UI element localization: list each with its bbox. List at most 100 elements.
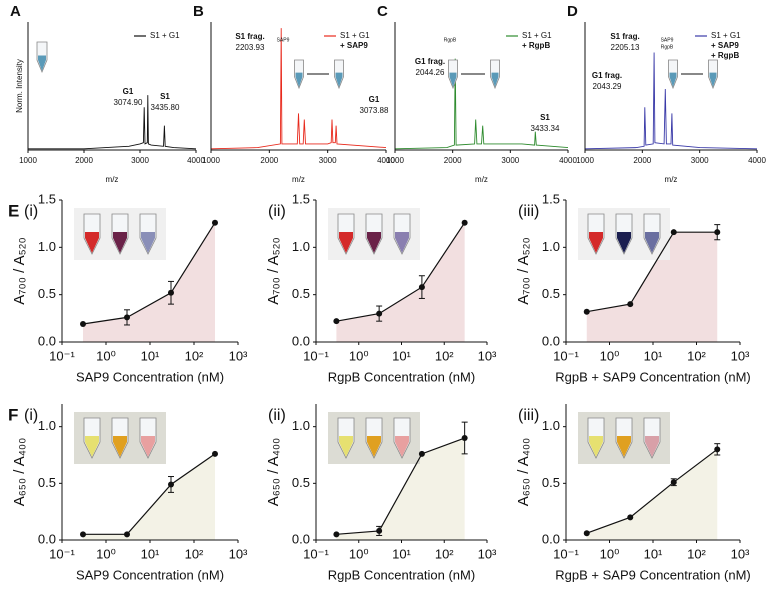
x-tick-label: 4000 [377,156,395,165]
x-tick-label: 3000 [691,156,709,165]
panel-label: C [377,3,388,20]
legend-label: S1 + G1 [150,31,180,40]
y-tick-label: 1.0 [38,418,56,433]
tube-liquid [295,72,303,87]
x-tick-label: 2000 [75,156,93,165]
point [461,219,468,226]
annotation-label: S1 frag. [235,32,264,41]
x-tick-label: 4000 [187,156,205,165]
x-tick-label: 10¹ [644,348,663,363]
x-tick-label: 1000 [386,156,404,165]
x-axis-label: SAP9 Concentration (nM) [76,369,224,384]
x-tick-label: 10³ [478,546,497,561]
x-tick-label: 10³ [229,546,248,561]
subpanel-label: (iii) [518,203,539,220]
x-tick-label: 1000 [19,156,37,165]
point [333,531,340,538]
spectrum-line [28,95,197,150]
x-axis-label: RgpB + SAP9 Concentration (nM) [555,369,750,384]
annotation-value: 3433.34 [531,124,560,133]
x-tick-label: 2000 [633,156,651,165]
subpanel-label: (i) [24,203,38,220]
x-tick-label: 1000 [202,156,220,165]
legend-label: S1 + G1 [522,31,552,40]
point [418,284,425,291]
x-tick-label: 10⁻¹ [303,546,329,561]
x-tick-label: 10³ [731,348,750,363]
point [583,308,590,315]
tube-liquid [367,436,381,457]
x-tick-label: 10⁻¹ [49,546,75,561]
tube-liquid [395,436,409,457]
x-tick-label: 10³ [229,348,248,363]
annotation-label: G1 [123,87,134,96]
point [167,481,174,488]
x-tick-label: 2000 [444,156,462,165]
x-tick-label: 4000 [559,156,577,165]
x-tick-label: 10⁻¹ [553,348,579,363]
line [336,437,465,535]
tube-liquid [645,436,659,457]
tube-liquid [141,232,155,253]
annotation-label: G1 [369,95,380,104]
x-tick-label: 2000 [260,156,278,165]
x-tick-label: 10⁰ [349,348,369,363]
y-tick-label: 1.0 [292,239,310,254]
line [586,231,718,313]
x-tick-label: 10¹ [392,348,411,363]
y-axis-label: A₇₀₀ / A₅₂₀ [265,237,282,304]
y-tick-label: 0.0 [542,531,560,546]
point [714,229,721,236]
point [583,530,590,537]
x-tick-label: 10¹ [141,348,160,363]
panel-label: A [10,3,21,20]
x-tick-label: 4000 [748,156,766,165]
x-tick-label: 10³ [731,546,750,561]
x-axis-label: SAP9 Concentration (nM) [76,567,224,582]
axes [315,404,487,541]
tube-liquid [85,232,99,253]
point [418,450,425,457]
tube-liquid [589,232,603,253]
y-tick-label: 0.5 [542,475,560,490]
point [79,531,86,538]
tube-liquid [449,72,457,87]
y-tick-label: 0.5 [542,286,560,301]
point [627,301,634,308]
annotation-value: 3074.90 [114,98,143,107]
axes [315,200,487,343]
tube-liquid [335,72,343,87]
x-axis-label: m/z [292,175,305,184]
y-tick-label: 1.5 [292,191,310,206]
point [211,450,218,457]
point [670,479,677,486]
y-axis-label: A₆₅₀ / A₄₀₀ [265,438,282,507]
y-tick-label: 1.0 [542,239,560,254]
y-tick-label: 1.0 [542,418,560,433]
panel-label: D [567,3,578,20]
tube-liquid [113,232,127,253]
annotation-label: G1 frag. [592,71,622,80]
point [670,229,677,236]
legend-label: S1 + G1 [340,31,370,40]
x-tick-label: 10⁰ [349,546,369,561]
x-tick-label: 10¹ [644,546,663,561]
point [123,314,130,321]
tube-liquid [491,72,499,87]
point [714,446,721,453]
point [376,527,383,534]
y-tick-label: 0.0 [38,531,56,546]
y-tick-label: 0.0 [38,333,56,348]
tube-liquid [395,232,409,253]
legend-label: + RgpB [522,41,550,50]
area [586,449,718,540]
x-axis-label: m/z [106,175,119,184]
y-tick-label: 0.0 [292,333,310,348]
spectrum-line [210,28,387,150]
tube-liquid [38,55,46,71]
axes [565,200,740,343]
x-tick-label: 3000 [501,156,519,165]
tube-liquid [617,232,631,253]
x-tick-label: 10² [185,348,204,363]
